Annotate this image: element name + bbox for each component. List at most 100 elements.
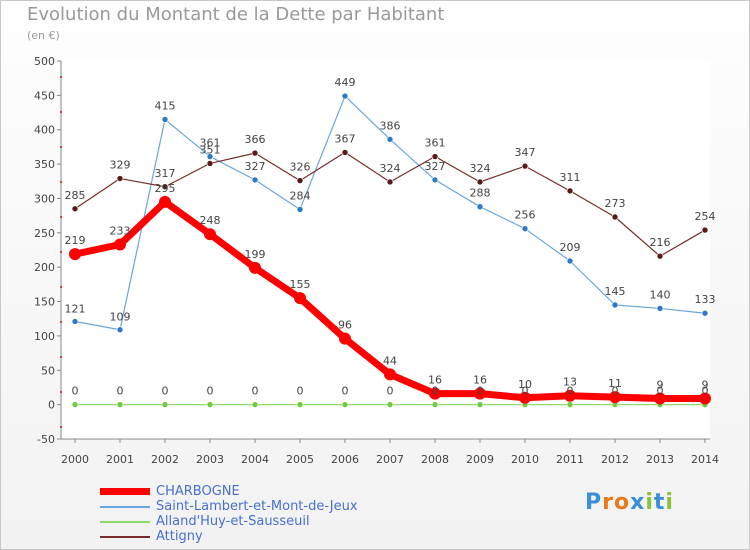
data-point <box>116 326 124 334</box>
y-tick-label: 0 <box>48 399 55 412</box>
legend-item: Attigny <box>100 529 358 544</box>
y-tick-label: 350 <box>34 158 55 171</box>
data-label: 311 <box>560 171 581 184</box>
x-tick-label: 2008 <box>421 453 449 466</box>
data-label: 415 <box>155 99 176 112</box>
data-point <box>656 305 664 312</box>
data-point <box>206 153 214 160</box>
data-label: 295 <box>155 182 176 195</box>
data-label: 0 <box>297 385 304 398</box>
data-label: 273 <box>605 197 626 210</box>
data-point <box>476 203 484 211</box>
logo-letter: t <box>653 490 666 515</box>
logo-letter: x <box>630 490 646 515</box>
data-label: 121 <box>65 302 86 315</box>
data-label: 0 <box>522 385 529 398</box>
logo-letter: i <box>645 490 654 515</box>
data-point <box>566 257 574 265</box>
data-point <box>251 149 259 157</box>
data-point <box>701 309 709 317</box>
x-tick-label: 2004 <box>241 453 269 466</box>
data-label: 326 <box>290 161 311 174</box>
data-point <box>251 176 259 184</box>
legend-label: Saint-Lambert-et-Mont-de-Jeux <box>156 499 358 514</box>
data-point <box>296 206 304 213</box>
data-label: 0 <box>657 385 664 398</box>
data-point <box>116 401 124 408</box>
x-tick-label: 2005 <box>286 453 314 466</box>
legend-item: Alland'Huy-et-Sausseuil <box>100 514 358 529</box>
data-label: 0 <box>477 385 484 398</box>
chart-legend: CHARBOGNE Saint-Lambert-et-Mont-de-Jeux Al… <box>100 484 358 544</box>
data-label: 284 <box>290 189 311 202</box>
data-label: 199 <box>245 248 266 261</box>
data-point <box>161 401 169 408</box>
data-label: 0 <box>342 385 349 398</box>
data-label: 324 <box>380 162 401 175</box>
data-label: 361 <box>200 137 221 150</box>
y-tick-label: 100 <box>34 330 55 343</box>
data-label: 109 <box>110 311 131 324</box>
data-point <box>474 387 486 400</box>
data-point <box>476 178 484 186</box>
legend-swatch <box>100 535 150 538</box>
x-tick-label: 2013 <box>646 453 674 466</box>
data-label: 327 <box>425 160 446 173</box>
data-point <box>341 401 349 408</box>
x-tick-label: 2000 <box>61 453 89 466</box>
data-point <box>384 368 396 381</box>
data-point <box>611 213 619 221</box>
data-point <box>116 175 124 182</box>
y-tick-label: 250 <box>34 227 55 240</box>
data-label: 11 <box>608 377 622 390</box>
y-tick-label: -50 <box>37 433 55 446</box>
data-label: 44 <box>383 354 397 367</box>
data-point <box>701 226 709 234</box>
data-label: 0 <box>612 385 619 398</box>
data-point <box>521 162 529 170</box>
data-label: 16 <box>473 374 487 387</box>
data-label: 0 <box>387 385 394 398</box>
data-label: 155 <box>290 278 311 291</box>
data-label: 219 <box>65 234 86 247</box>
data-label: 0 <box>207 385 214 398</box>
logo-letter: o <box>613 490 631 515</box>
proxiti-logo: Proxiti <box>585 490 674 515</box>
data-point <box>566 401 574 408</box>
logo-letter: r <box>602 490 614 515</box>
data-point <box>566 187 574 195</box>
data-point <box>609 391 621 404</box>
data-point <box>251 401 259 408</box>
data-label: 324 <box>470 162 491 175</box>
data-point <box>249 261 261 274</box>
data-point <box>71 401 79 408</box>
data-label: 0 <box>117 385 124 398</box>
data-label: 0 <box>702 385 709 398</box>
data-label: 248 <box>200 214 221 227</box>
data-label: 9 <box>657 378 664 391</box>
data-label: 145 <box>605 285 626 298</box>
data-point <box>656 252 664 260</box>
data-label: 351 <box>200 143 221 156</box>
data-label: 13 <box>563 376 577 389</box>
legend-label: Alland'Huy-et-Sausseuil <box>156 514 310 529</box>
data-point <box>429 387 441 400</box>
data-point <box>71 205 79 213</box>
x-tick-label: 2006 <box>331 453 359 466</box>
y-tick-label: 400 <box>34 124 55 137</box>
data-label: 367 <box>335 132 356 145</box>
x-tick-label: 2012 <box>601 453 629 466</box>
y-tick-label: 450 <box>34 89 55 102</box>
y-tick-label: 500 <box>34 55 55 68</box>
data-label: 256 <box>515 209 536 222</box>
data-label: 133 <box>695 293 716 306</box>
logo-letter: P <box>585 490 603 515</box>
y-tick-label: 150 <box>34 296 55 309</box>
data-point <box>341 149 349 156</box>
data-point <box>296 401 304 408</box>
data-point <box>206 160 214 167</box>
data-point <box>521 225 529 232</box>
x-tick-label: 2010 <box>511 453 539 466</box>
x-tick-label: 2009 <box>466 453 494 466</box>
data-label: 288 <box>470 187 491 200</box>
